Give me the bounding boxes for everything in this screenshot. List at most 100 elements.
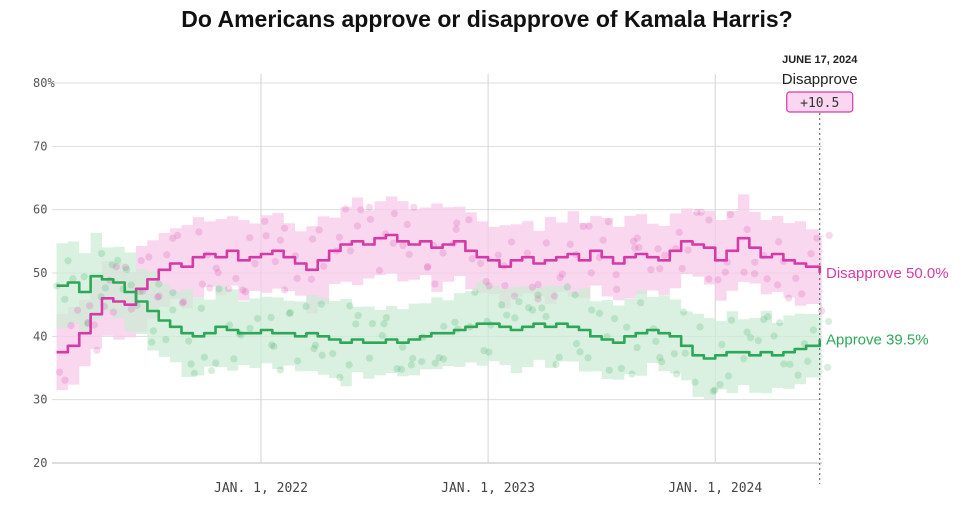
approve-end-label: Approve 39.5% [826, 332, 929, 349]
disapprove-poll-dot [528, 283, 537, 291]
approve-poll-dot [418, 358, 426, 366]
end-labels: Disapprove 50.0% Approve 39.5% [826, 265, 949, 349]
approve-poll-dot [409, 354, 417, 363]
approve-poll-dot [155, 280, 163, 288]
disapprove-poll-dot [661, 251, 669, 259]
annotation-lead-label: Disapprove [782, 71, 858, 88]
y-tick-label: 50 [33, 266, 47, 280]
approve-poll-dot [770, 332, 778, 340]
x-tick-label: JAN. 1, 2023 [441, 481, 535, 496]
approve-poll-dot [584, 354, 592, 362]
disapprove-poll-dot [307, 275, 315, 283]
disapprove-end-label: Disapprove 50.0% [826, 265, 949, 282]
x-tick-label: JAN. 1, 2024 [668, 481, 762, 496]
disapprove-poll-dot [485, 282, 493, 290]
disapprove-poll-dot [774, 281, 782, 289]
approve-poll-dot [670, 350, 678, 358]
disapprove-poll-dot [825, 231, 833, 239]
disapprove-poll-dot [612, 271, 620, 279]
disapprove-poll-dot [90, 321, 98, 329]
approve-poll-dot [267, 313, 275, 322]
y-tick-label: 30 [33, 393, 47, 407]
approve-poll-dot [149, 327, 157, 335]
approve-poll-dot [740, 355, 748, 363]
approve-poll-dot [637, 299, 645, 307]
approve-poll-dot [254, 314, 262, 323]
disapprove-poll-dot [807, 250, 815, 258]
approve-poll-dot [230, 355, 238, 363]
approve-poll-dot [80, 273, 88, 281]
disapprove-poll-dot [654, 245, 662, 253]
disapprove-poll-dot [579, 222, 587, 231]
disapprove-poll-dot [566, 240, 574, 248]
approve-poll-dot [794, 371, 802, 379]
approve-poll-dot [123, 265, 131, 274]
disapprove-poll-dot [675, 228, 683, 236]
approve-poll-dot [169, 289, 177, 297]
disapprove-poll-dot [405, 250, 413, 259]
approve-poll-dot [101, 284, 109, 292]
x-tick-label: JAN. 1, 2022 [214, 481, 308, 496]
approve-poll-dot [380, 320, 388, 328]
approve-poll-dot [365, 354, 374, 362]
approve-poll-dot [623, 323, 631, 331]
approve-poll-dot [393, 365, 401, 373]
disapprove-poll-dot [145, 253, 153, 261]
approve-poll-dot [628, 370, 636, 378]
disapprove-poll-dot [726, 210, 735, 219]
disapprove-poll-dot [153, 293, 162, 301]
disapprove-poll-dot [212, 264, 220, 272]
approve-poll-dot [709, 387, 717, 395]
approve-poll-dot [114, 256, 122, 265]
disapprove-poll-dot [74, 306, 82, 314]
disapprove-poll-dot [818, 307, 826, 315]
disapprove-poll-dot [86, 302, 94, 310]
approve-poll-dot [824, 317, 833, 326]
approve-poll-dot [378, 331, 386, 340]
approve-poll-dot [318, 351, 326, 359]
disapprove-poll-dot [137, 256, 145, 265]
approve-poll-dot [515, 298, 523, 306]
approve-poll-dot [809, 326, 817, 334]
disapprove-poll-dot [697, 208, 705, 216]
approve-poll-dot [268, 341, 276, 349]
approve-poll-dot [696, 323, 704, 331]
approve-poll-dot [64, 257, 72, 265]
disapprove-poll-dot [743, 225, 751, 234]
disapprove-poll-dot [251, 260, 259, 268]
approve-band [56, 232, 822, 399]
approve-poll-dot [555, 353, 563, 361]
approve-poll-dot [127, 281, 135, 289]
disapprove-poll-dot [399, 241, 407, 250]
disapprove-poll-dot [465, 216, 473, 224]
disapprove-poll-dot [705, 275, 713, 283]
approve-poll-dot [352, 320, 360, 328]
approve-poll-dot [571, 291, 579, 299]
approve-poll-dot [208, 366, 216, 375]
approve-poll-dot [617, 364, 625, 373]
approve-poll-dot [563, 283, 571, 291]
approve-poll-dot [345, 361, 353, 369]
disapprove-poll-dot [558, 270, 566, 278]
chart-title: Do Americans approve or disapprove of Ka… [181, 6, 793, 32]
date-annotation: JUNE 17, 2024 Disapprove +10.5 [782, 54, 858, 484]
approve-poll-dot [743, 328, 751, 336]
disapprove-poll-dot [239, 286, 247, 294]
approve-poll-dot [246, 324, 254, 332]
approve-poll-dot [652, 337, 660, 345]
disapprove-poll-dot [293, 274, 301, 282]
approve-poll-dot [823, 363, 832, 371]
approve-poll-dot [382, 314, 390, 322]
disapprove-poll-dot [357, 206, 365, 214]
disapprove-poll-dot [798, 290, 806, 298]
approve-poll-dot [754, 337, 762, 345]
disapprove-poll-dot [604, 218, 612, 226]
disapprove-poll-dot [424, 262, 432, 271]
disapprove-poll-dot [353, 222, 362, 230]
approve-poll-dot [746, 334, 755, 342]
approve-poll-dot [311, 341, 320, 349]
approve-poll-dot [542, 312, 550, 321]
approve-poll-dot [727, 316, 736, 324]
approve-poll-dot [716, 380, 724, 389]
approve-poll-dot [294, 357, 302, 365]
